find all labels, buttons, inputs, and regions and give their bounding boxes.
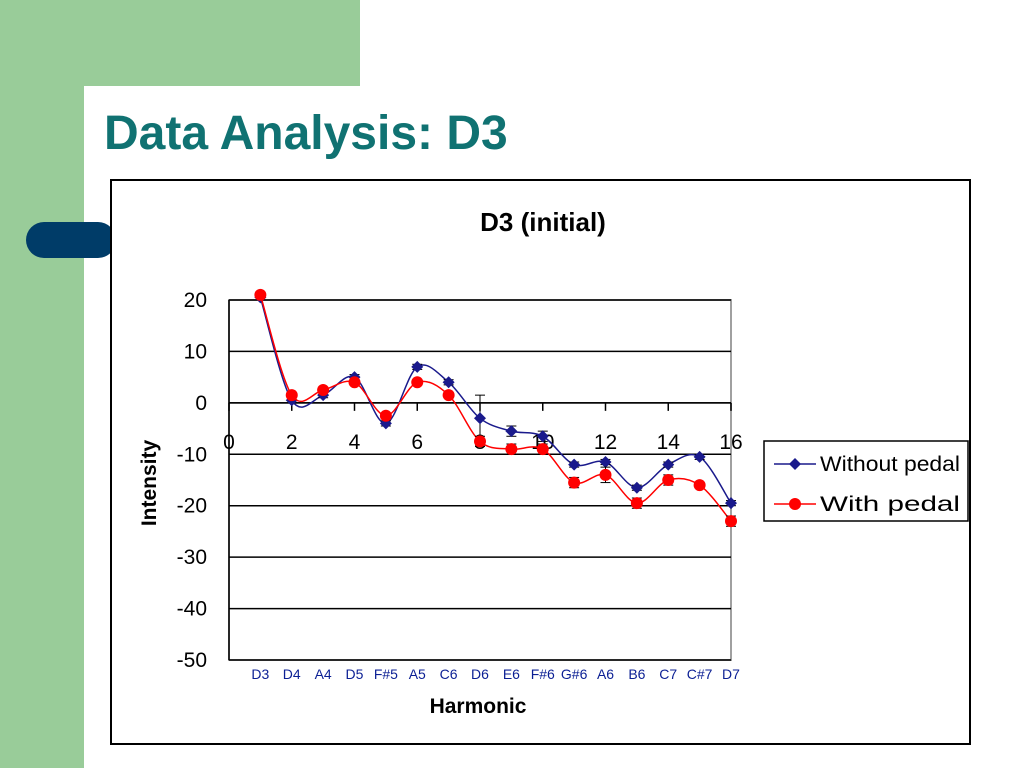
harmonic-label: D5: [346, 666, 364, 682]
harmonic-label: C#7: [687, 666, 713, 682]
harmonic-label: A4: [315, 666, 332, 682]
data-point: [474, 412, 486, 425]
harmonic-label: G#6: [561, 666, 588, 682]
x-tick-label: 14: [657, 431, 681, 454]
harmonic-label: D3: [251, 666, 269, 682]
legend-label: Without pedal: [820, 453, 960, 476]
green-top-block: [84, 0, 360, 86]
data-point: [693, 479, 706, 492]
data-point: [411, 376, 424, 389]
y-tick-label: -20: [177, 495, 207, 518]
y-axis-label: Intensity: [138, 440, 161, 527]
y-tick-label: 10: [184, 340, 207, 363]
y-tick-label: -30: [177, 546, 207, 569]
data-point: [662, 458, 675, 471]
harmonic-label: D6: [471, 666, 489, 682]
series-without-pedal: [254, 291, 737, 510]
harmonic-label: F#5: [374, 666, 398, 682]
navy-pill-decoration: [26, 222, 116, 258]
plot-background: [228, 299, 732, 661]
x-tick-label: 2: [286, 431, 298, 454]
harmonic-label: F#6: [531, 666, 555, 682]
x-axis-label: Harmonic: [430, 695, 527, 718]
plot-area: 20100-10-20-30-40-500246810121416D3D4A4D…: [177, 288, 743, 682]
green-sidebar-bar: [0, 0, 84, 768]
data-point: [693, 450, 706, 463]
data-point: [725, 497, 737, 510]
data-point: [254, 288, 267, 301]
harmonic-label: A5: [409, 666, 426, 682]
x-tick-label: 4: [349, 431, 361, 454]
harmonic-label: E6: [503, 666, 520, 682]
x-tick-label: 12: [594, 431, 617, 454]
data-point: [536, 443, 549, 456]
data-point: [505, 425, 518, 438]
data-point: [285, 389, 298, 402]
data-point: [599, 468, 612, 481]
data-point: [568, 458, 581, 471]
harmonic-label: C7: [659, 666, 677, 682]
data-point: [317, 384, 330, 396]
harmonic-label: C6: [440, 666, 458, 682]
data-point: [442, 389, 455, 402]
legend-marker: [789, 498, 801, 510]
y-tick-label: 0: [195, 392, 207, 415]
data-point: [379, 409, 392, 422]
data-point: [725, 515, 737, 528]
data-point: [536, 430, 549, 443]
x-tick-label: 0: [223, 431, 235, 454]
harmonic-label: D7: [722, 666, 740, 682]
y-tick-label: -40: [177, 598, 207, 621]
data-point: [662, 474, 675, 486]
y-tick-label: -50: [177, 649, 207, 672]
harmonic-label: A6: [597, 666, 614, 682]
series-line: [259, 297, 732, 504]
line-chart: D3 (initial) 20100-10-20-30-40-500246810…: [138, 207, 969, 718]
x-tick-label: 16: [719, 431, 742, 454]
data-point: [568, 476, 581, 489]
legend-marker: [789, 458, 801, 470]
data-point: [474, 435, 486, 448]
series-line: [259, 294, 732, 522]
series-with-pedal: [254, 288, 737, 528]
data-point: [442, 376, 455, 389]
data-point: [630, 497, 643, 510]
data-point: [348, 376, 361, 389]
legend-label: With pedal: [820, 493, 960, 516]
x-tick-label: 6: [411, 431, 423, 454]
legend: Without pedal With pedal: [763, 440, 969, 522]
chart-title: D3 (initial): [480, 207, 606, 237]
data-point: [599, 456, 612, 468]
data-point: [630, 481, 643, 494]
data-point: [411, 360, 424, 373]
harmonic-label: D4: [283, 666, 301, 682]
y-tick-label: 20: [184, 289, 207, 312]
data-point: [505, 443, 518, 456]
slide-title: Data Analysis: D3: [104, 107, 508, 160]
harmonic-label: B6: [628, 666, 645, 682]
chart-frame: D3 (initial) 20100-10-20-30-40-500246810…: [110, 179, 971, 745]
y-tick-label: -10: [177, 443, 207, 466]
